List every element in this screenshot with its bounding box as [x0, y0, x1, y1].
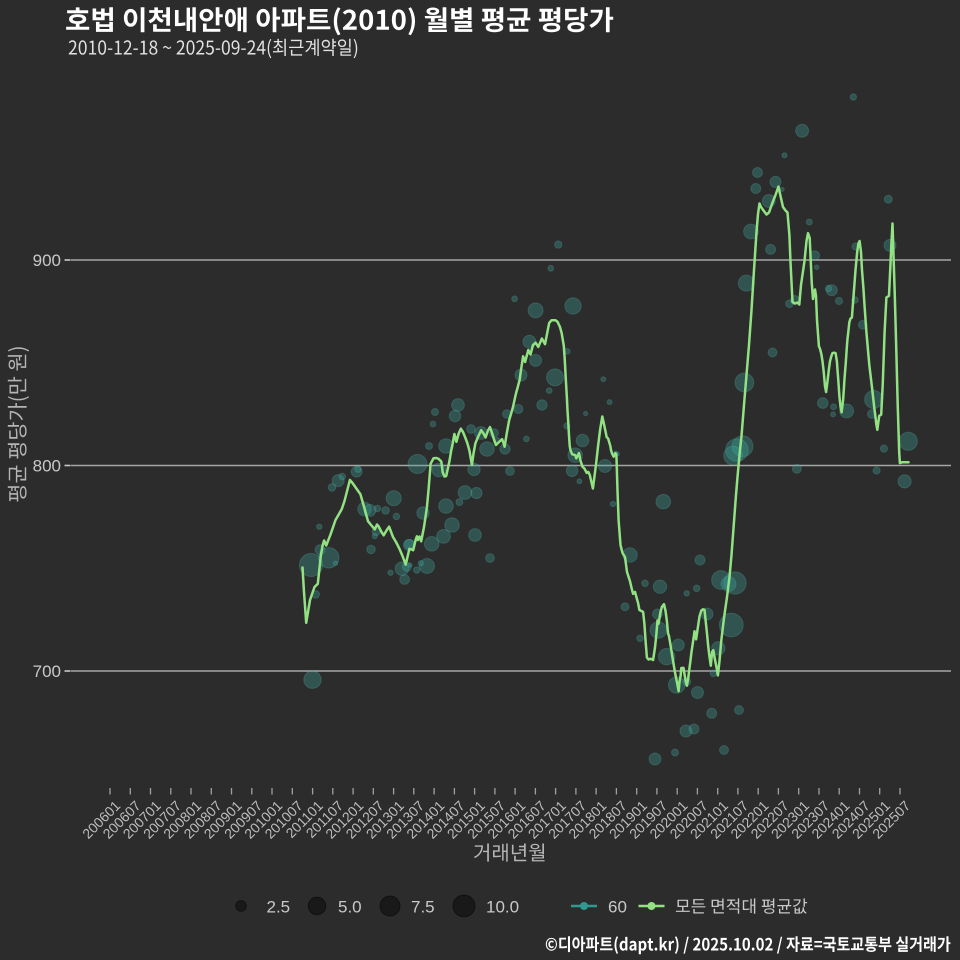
svg-text:5.0: 5.0	[338, 898, 362, 917]
svg-text:700: 700	[33, 662, 61, 681]
svg-text:10.0: 10.0	[486, 898, 519, 917]
svg-text:60: 60	[608, 898, 627, 917]
svg-text:900: 900	[33, 251, 61, 270]
svg-text:7.5: 7.5	[411, 898, 435, 917]
svg-text:2.5: 2.5	[267, 898, 291, 917]
svg-text:800: 800	[33, 457, 61, 476]
